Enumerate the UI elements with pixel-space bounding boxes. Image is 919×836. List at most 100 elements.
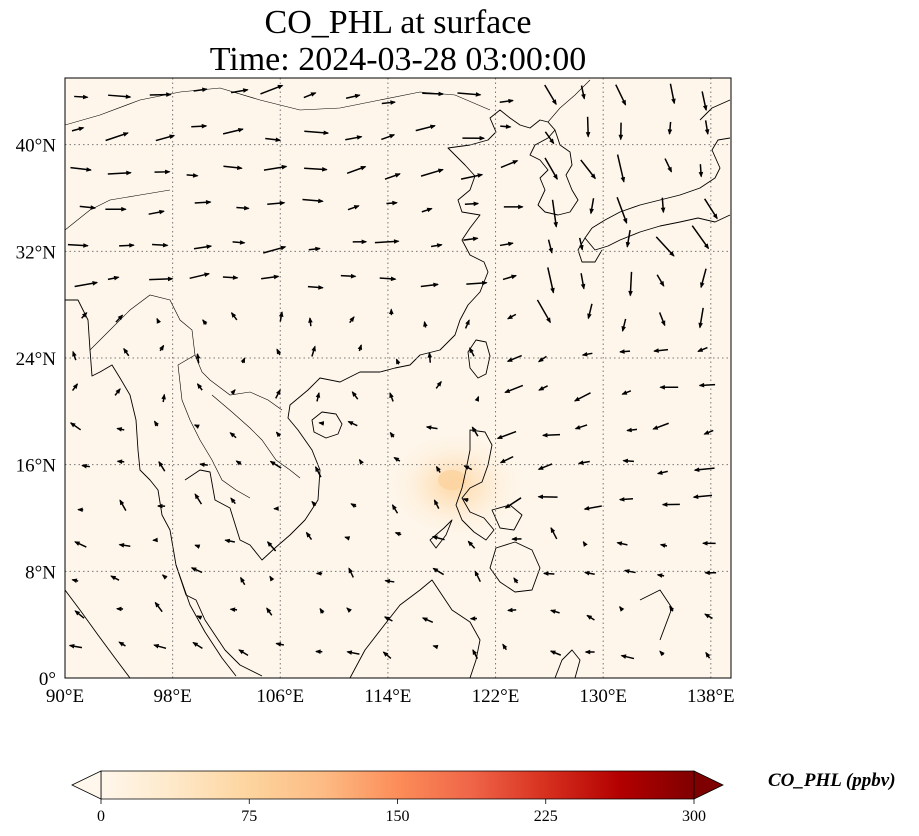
wind-arrow: [110, 575, 120, 581]
wind-arrow: [345, 135, 363, 141]
wind-arrow: [431, 535, 445, 541]
wind-arrow: [161, 393, 166, 403]
map-frame: [64, 77, 732, 679]
wind-arrow: [266, 541, 277, 552]
wind-arrow: [153, 420, 159, 427]
wind-arrow: [105, 206, 127, 212]
wind-arrow: [394, 531, 402, 537]
wind-arrow: [315, 571, 323, 576]
wind-arrow: [382, 651, 392, 659]
wind-arrow: [618, 122, 624, 141]
wind-arrow: [193, 87, 208, 93]
wind-arrow: [430, 243, 443, 248]
wind-arrow: [692, 494, 713, 499]
wind-arrow: [275, 431, 282, 438]
wind-arrow: [381, 100, 396, 105]
colorbar-tick-label: 150: [386, 808, 410, 825]
wind-arrow: [457, 92, 482, 97]
wind-arrow: [615, 84, 627, 106]
wind-arrow: [620, 654, 635, 660]
wind-arrow: [158, 460, 166, 472]
wind-arrow: [551, 199, 558, 228]
wind-arrow: [67, 243, 89, 248]
wind-arrow: [71, 578, 79, 583]
wind-arrow: [420, 168, 444, 177]
wind-arrow: [659, 650, 665, 657]
wind-arrow: [578, 237, 584, 251]
wind-arrow: [547, 239, 553, 254]
wind-arrow: [432, 567, 445, 576]
wind-arrow: [260, 84, 284, 95]
wind-arrow: [703, 429, 714, 435]
wind-arrow: [74, 94, 89, 100]
wind-arrow: [504, 384, 524, 394]
colorbar-extend-high: [693, 770, 724, 800]
wind-arrow: [118, 641, 126, 647]
wind-arrow: [537, 355, 547, 363]
wind-arrow: [275, 642, 285, 647]
lat-tick-label: 8°N: [25, 562, 56, 583]
co-plume-core: [438, 470, 466, 490]
wind-arrow: [580, 85, 586, 100]
wind-arrow: [616, 541, 628, 546]
coastlines: [65, 99, 731, 678]
wind-arrow: [77, 507, 84, 513]
wind-arrow: [544, 157, 558, 180]
wind-arrow: [697, 346, 708, 353]
wind-arrow: [357, 344, 363, 352]
wind-arrow: [574, 424, 588, 430]
wind-arrow: [74, 610, 85, 619]
wind-arrow: [616, 154, 626, 183]
wind-arrow: [116, 459, 125, 464]
wind-arrow: [266, 607, 273, 616]
wind-arrow: [275, 389, 281, 399]
wind-arrow: [664, 158, 673, 173]
wind-arrow: [358, 458, 364, 465]
map-title: CO_PHL at surface: [264, 4, 532, 41]
wind-arrow: [415, 124, 436, 132]
wind-arrow: [395, 358, 401, 365]
wind-arrow: [318, 421, 325, 426]
lat-tick-label: 16°N: [16, 456, 57, 477]
wind-arrow: [161, 574, 168, 580]
wind-arrow: [222, 275, 239, 280]
wind-vectors: [67, 83, 718, 660]
wind-arrow: [464, 201, 480, 207]
wind-arrow: [107, 275, 120, 281]
wind-arrow: [305, 531, 313, 541]
wind-arrow: [580, 159, 596, 180]
lat-tick-label: 0°: [39, 669, 56, 690]
wind-arrow: [346, 650, 360, 655]
wind-arrow: [389, 431, 395, 438]
wind-arrow: [669, 605, 675, 612]
colorbar-extend-low: [71, 770, 102, 800]
wind-arrow: [704, 613, 713, 620]
wind-arrow: [384, 173, 401, 180]
wind-arrow: [265, 137, 282, 143]
wind-arrow: [504, 497, 522, 509]
wind-arrow: [513, 577, 519, 584]
wind-arrow: [542, 571, 555, 576]
wind-arrow: [230, 312, 238, 321]
wind-arrow: [196, 615, 203, 620]
wind-arrow: [155, 134, 176, 142]
wind-arrow: [580, 273, 586, 290]
wind-arrow: [189, 272, 210, 280]
wind-arrow: [472, 649, 479, 659]
colorbar-tick-label: 75: [241, 808, 257, 825]
colorbar-ticks: 0 75 150 225 300: [97, 799, 706, 825]
wind-arrow: [582, 540, 588, 547]
wind-arrow: [618, 497, 634, 502]
wind-arrow: [229, 607, 238, 612]
lat-tick-label: 24°N: [16, 349, 57, 370]
wind-arrow: [261, 274, 280, 280]
wind-arrow: [660, 197, 666, 214]
colorbar-label: CO_PHL (ppbv): [768, 770, 896, 791]
wind-arrow: [68, 643, 83, 649]
wind-arrow: [421, 207, 433, 213]
wind-arrow: [149, 276, 174, 282]
wind-arrow: [308, 246, 321, 252]
wind-arrow: [232, 240, 246, 245]
wind-arrow: [194, 493, 203, 505]
wind-arrow: [503, 204, 524, 210]
